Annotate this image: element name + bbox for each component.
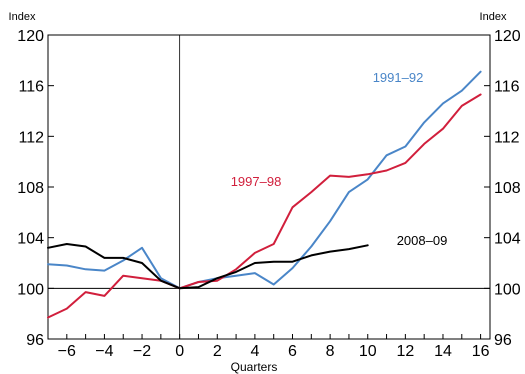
x-tick-label: 4 [250, 343, 259, 360]
x-tick-label: −2 [133, 343, 151, 360]
y-tick-label-left: 120 [17, 28, 44, 45]
y-tick-label-left: 104 [17, 231, 44, 248]
y-tick-label-left: 112 [18, 129, 44, 146]
x-tick-label: 8 [326, 343, 335, 360]
y-tick-label-left: 108 [17, 180, 44, 197]
series-label-1991-92: 1991–92 [373, 70, 424, 85]
series-line-1991-92 [47, 70, 482, 290]
x-tick-label: 10 [359, 343, 377, 360]
y-tick-label-left: 116 [18, 79, 44, 96]
y-tick-label-left: 100 [17, 281, 44, 298]
y-tick-label-right: 112 [494, 129, 520, 146]
series-line-2008-09 [47, 243, 369, 290]
y-tick-label-right: 108 [494, 180, 521, 197]
y-tick-label-right: 96 [494, 332, 512, 349]
x-tick-label: 12 [396, 343, 414, 360]
x-tick-label: −4 [95, 343, 113, 360]
x-tick-label: 6 [288, 343, 297, 360]
x-tick-label: 0 [175, 343, 184, 360]
series-label-2008-09: 2008–09 [397, 233, 448, 248]
series-line-1997-98 [47, 93, 482, 319]
y-tick-label-right: 120 [494, 28, 521, 45]
x-axis-title: Quarters [231, 360, 278, 374]
series-label-1997-98: 1997–98 [231, 174, 282, 189]
y-tick-label-right: 116 [494, 79, 520, 96]
y-tick-label-left: 96 [26, 332, 44, 349]
left-axis-unit-label: Index [9, 11, 36, 23]
x-tick-label: 2 [213, 343, 222, 360]
right-axis-unit-label: Index [480, 11, 507, 23]
y-tick-label-right: 100 [494, 281, 521, 298]
x-tick-label: 16 [472, 343, 490, 360]
y-tick-label-right: 104 [494, 231, 521, 248]
x-tick-label: 14 [434, 343, 452, 360]
x-tick-label: −6 [58, 343, 76, 360]
